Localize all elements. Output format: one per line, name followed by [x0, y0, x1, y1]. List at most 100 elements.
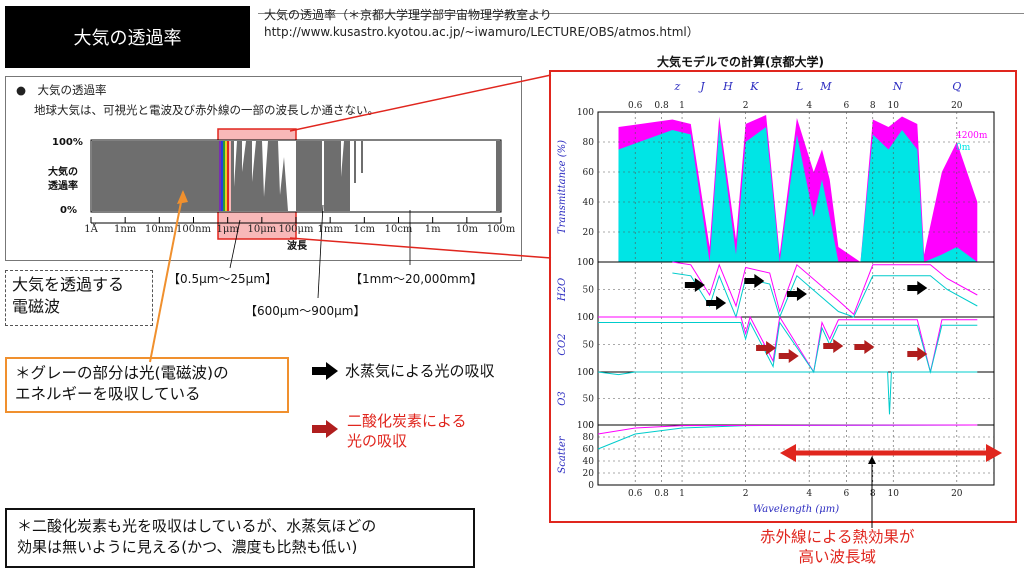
gray-line-1 [354, 141, 356, 183]
legend-water-vapor: 水蒸気による光の吸収 [345, 362, 495, 380]
top-tick-label: 4 [806, 101, 812, 111]
ir-note-line-2: 高い波長域 [798, 548, 877, 566]
co2-arrow [823, 339, 844, 353]
top-tick-label: 6 [844, 101, 850, 111]
y-mid-label-2: 透過率 [48, 181, 78, 192]
top-tick-label: 2 [743, 101, 749, 111]
gray-note-line-1: ＊グレーの部分は光(電磁波)の [15, 364, 229, 382]
bottom-note-line-2: 効果は無いように見える(かつ、濃度も比熱も低い) [17, 538, 358, 556]
em-box-line-1: 大気を透過する [12, 275, 125, 294]
model-chart-frame [549, 70, 1017, 523]
band-label: K [749, 80, 759, 93]
y-tick-label: 0 [588, 421, 594, 431]
band-label: Q [952, 80, 961, 93]
bottom-tick-label: 6 [844, 489, 850, 499]
absorption-curve [597, 424, 978, 435]
y-tick-label: 60 [583, 445, 595, 455]
gray-line-2 [361, 141, 363, 173]
absorption-curve [597, 371, 978, 415]
y-tick-label: 60 [583, 168, 595, 178]
x-axis-label: 波長 [287, 241, 307, 252]
infrared-double-arrow [780, 444, 1002, 462]
ir-note-line-1: 赤外線による熱効果が [760, 528, 915, 546]
panel-heading: ● 大気の透過率 [16, 83, 107, 97]
bottom-tick-label: 8 [870, 489, 876, 499]
series-area-0m [618, 127, 978, 262]
h2o-arrow [786, 287, 807, 301]
legend-4200m: 4200m [956, 131, 988, 141]
h2o-arrow [684, 278, 705, 292]
co2-arrow [756, 341, 777, 355]
gray-absorb-ir [229, 141, 350, 211]
bottom-tick-label: 0.6 [628, 489, 643, 499]
spectrum-red [227, 141, 229, 211]
y-tick-label: 20 [583, 228, 595, 238]
band-label: J [698, 80, 705, 93]
transmittance-panel: ● 大気の透過率 地球大気は、可視光と電波及び赤外線の一部の波長しか通さない。 … [5, 76, 522, 261]
y-tick-label: 0 [588, 258, 594, 268]
gray-explanation-note: ＊グレーの部分は光(電磁波)の エネルギーを吸収している [5, 357, 289, 413]
y-top-label: 100% [52, 137, 83, 148]
legend-co2-line-2: 光の吸収 [347, 432, 408, 450]
bottom-tick-label: 4 [806, 489, 812, 499]
ir-note-pointer [868, 456, 876, 528]
y-mid-label-1: 大気の [48, 167, 78, 178]
x-tick-label: 1nm [114, 224, 137, 235]
gray-note-line-2: エネルギーを吸収している [15, 385, 201, 403]
h2o-arrow [706, 296, 727, 310]
legend-co2-line-1: 二酸化炭素による [347, 412, 467, 430]
gray-absorb-longradio [496, 141, 501, 211]
em-box-line-2: 電磁波 [12, 297, 61, 316]
y-tick-label: 50 [583, 286, 595, 296]
panel-ylabel: O3 [557, 391, 568, 406]
band-label: z [673, 80, 680, 93]
em-transmit-box: 大気を透過する 電磁波 [5, 270, 153, 326]
x-tick-label: 10m [455, 224, 478, 235]
bottom-tick-label: 1 [679, 489, 685, 499]
gray-absorb-uv [92, 141, 219, 211]
panel-ylabel: CO2 [557, 333, 568, 355]
y-tick-label: 80 [583, 433, 595, 443]
x-tick-label: 100nm [175, 224, 211, 235]
range-radio: 【1mm～20,000mm】 [350, 272, 483, 286]
band-label: N [892, 80, 903, 93]
top-tick-label: 10 [888, 101, 900, 111]
x-tick-label: 10cm [384, 224, 413, 235]
y-tick-label: 40 [583, 198, 595, 208]
panel-ylabel: H2O [557, 278, 568, 302]
x-tick-label: 1mm [317, 224, 343, 235]
bottom-tick-label: 0.8 [654, 489, 669, 499]
panel-ylabel: Transmittance (%) [557, 140, 568, 234]
source-url[interactable]: http://www.kusastro.kyotou.ac.jp/~iwamur… [264, 25, 699, 39]
absorption-curve [672, 272, 978, 319]
y-tick-label: 40 [583, 457, 595, 467]
y-tick-label: 50 [583, 395, 595, 405]
x-tick-label: 1Å [84, 224, 98, 235]
spectrum-green [223, 141, 225, 211]
x-tick-label: 10μm [247, 224, 277, 235]
co2-arrow [778, 349, 799, 363]
top-tick-label: 0.6 [628, 101, 643, 111]
panel-ylabel: Scatter [557, 435, 568, 473]
band-label: H [722, 80, 733, 93]
y-tick-label: 20 [583, 469, 595, 479]
top-tick-label: 8 [870, 101, 876, 111]
range-submm: 【600μm～900μm】 [245, 304, 366, 318]
red-arrow-icon [312, 420, 338, 438]
bottom-tick-label: 10 [888, 489, 900, 499]
chart-title: 大気モデルでの計算(京都大学) [657, 55, 824, 69]
y-tick-label: 0 [588, 481, 594, 491]
spectrum-yellow [225, 141, 227, 211]
range-optical-ir: 【0.5μm～25μm】 [168, 272, 278, 286]
x-tick-label: 1cm [353, 224, 376, 235]
spectrum-violet [219, 141, 221, 211]
y-tick-label: 100 [577, 421, 594, 431]
x-tick-label: 1m [424, 224, 441, 235]
y-tick-label: 0 [588, 368, 594, 378]
y-tick-label: 50 [583, 341, 595, 351]
band-label: L [795, 80, 803, 93]
band-label: M [819, 80, 832, 93]
black-arrow-icon [312, 362, 338, 380]
x-tick-label: 100m [486, 224, 516, 235]
